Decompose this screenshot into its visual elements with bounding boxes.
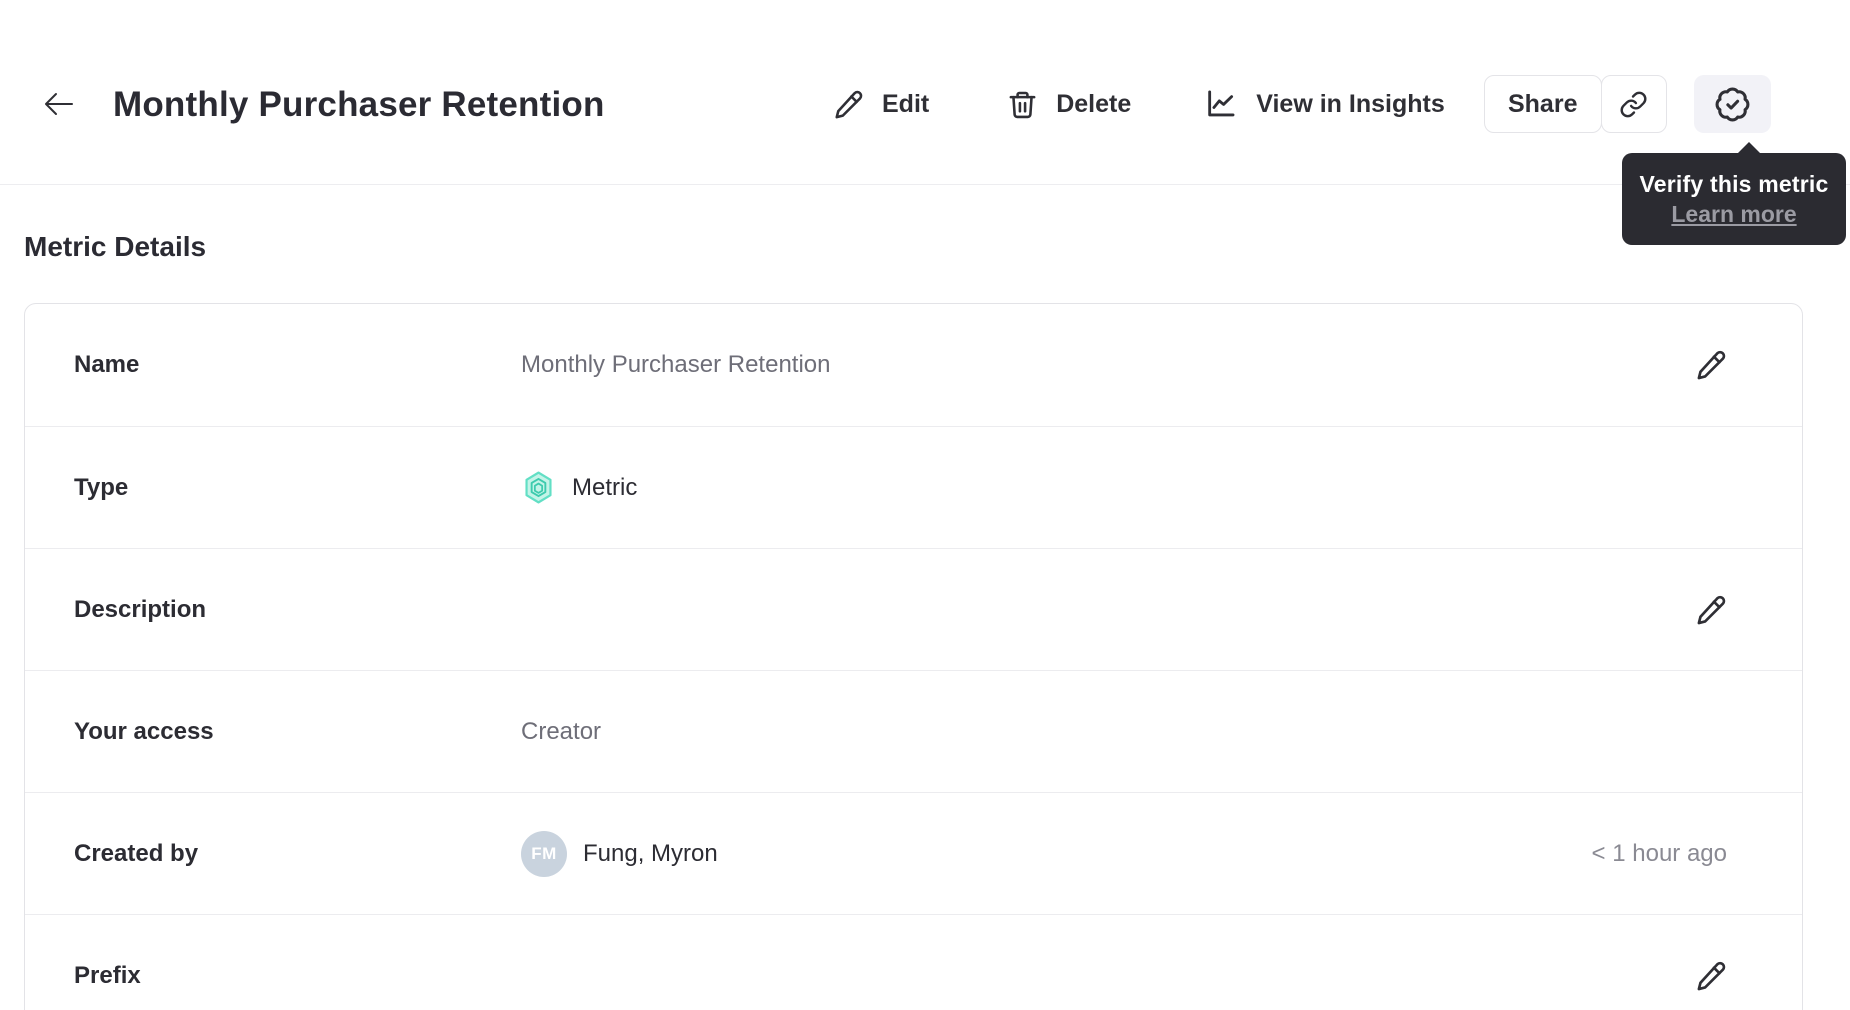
line-chart-icon [1204, 87, 1238, 121]
edit-name-button[interactable] [1695, 349, 1727, 381]
row-label-prefix: Prefix [74, 961, 141, 989]
share-button[interactable]: Share [1483, 75, 1602, 133]
created-timestamp: < 1 hour ago [1591, 839, 1727, 867]
badge-check-icon [1714, 86, 1751, 123]
view-in-insights-label: View in Insights [1256, 89, 1445, 118]
avatar: FM [521, 830, 567, 877]
table-row-name: Name Monthly Purchaser Retention [25, 304, 1802, 426]
row-value-type: Metric [572, 473, 638, 501]
header-divider [0, 184, 1850, 185]
table-row-description: Description [25, 548, 1802, 670]
tooltip-title: Verify this metric [1639, 170, 1829, 197]
edit-description-button[interactable] [1695, 594, 1727, 626]
pencil-icon [1695, 960, 1727, 992]
row-value-your-access: Creator [521, 717, 602, 745]
table-row-created-by: Created by FM Fung, Myron < 1 hour ago [25, 792, 1802, 914]
delete-button[interactable]: Delete [1007, 89, 1131, 120]
edit-button-label: Edit [882, 89, 930, 118]
pencil-icon [833, 89, 864, 120]
tooltip-learn-more-link[interactable]: Learn more [1671, 200, 1797, 227]
row-label-created-by: Created by [74, 839, 199, 867]
link-icon [1619, 90, 1648, 119]
row-label-your-access: Your access [74, 717, 214, 745]
table-row-type: Type Metric [25, 426, 1802, 548]
share-button-group: Share [1483, 75, 1667, 133]
header-actions: Edit Delete View in Insig [833, 75, 1771, 133]
page-title: Monthly Purchaser Retention [113, 85, 605, 124]
table-row-prefix: Prefix [25, 914, 1802, 1010]
header-bar: Monthly Purchaser Retention Edit [0, 0, 1850, 184]
back-button[interactable] [36, 84, 80, 124]
row-label-type: Type [74, 473, 129, 501]
row-label-name: Name [74, 351, 140, 378]
section-title: Metric Details [24, 231, 207, 262]
copy-link-button[interactable] [1600, 75, 1667, 133]
edit-button[interactable]: Edit [833, 89, 929, 120]
edit-prefix-button[interactable] [1695, 960, 1727, 992]
row-label-description: Description [74, 595, 207, 623]
verify-metric-button[interactable] [1693, 75, 1771, 133]
share-button-label: Share [1507, 89, 1578, 118]
metric-details-card: Name Monthly Purchaser Retention Type [24, 303, 1803, 1010]
tooltip-arrow [1736, 142, 1762, 155]
table-row-your-access: Your access Creator [25, 670, 1802, 792]
row-value-name: Monthly Purchaser Retention [521, 351, 831, 378]
view-in-insights-button[interactable]: View in Insights [1204, 87, 1445, 121]
hexagon-metric-icon [521, 470, 556, 505]
pencil-icon [1695, 594, 1727, 626]
row-value-created-by: Fung, Myron [583, 839, 718, 867]
verify-tooltip: Verify this metric Learn more [1622, 142, 1846, 245]
trash-icon [1007, 89, 1038, 120]
pencil-icon [1695, 349, 1727, 381]
arrow-left-icon [39, 87, 77, 121]
delete-button-label: Delete [1056, 89, 1132, 118]
